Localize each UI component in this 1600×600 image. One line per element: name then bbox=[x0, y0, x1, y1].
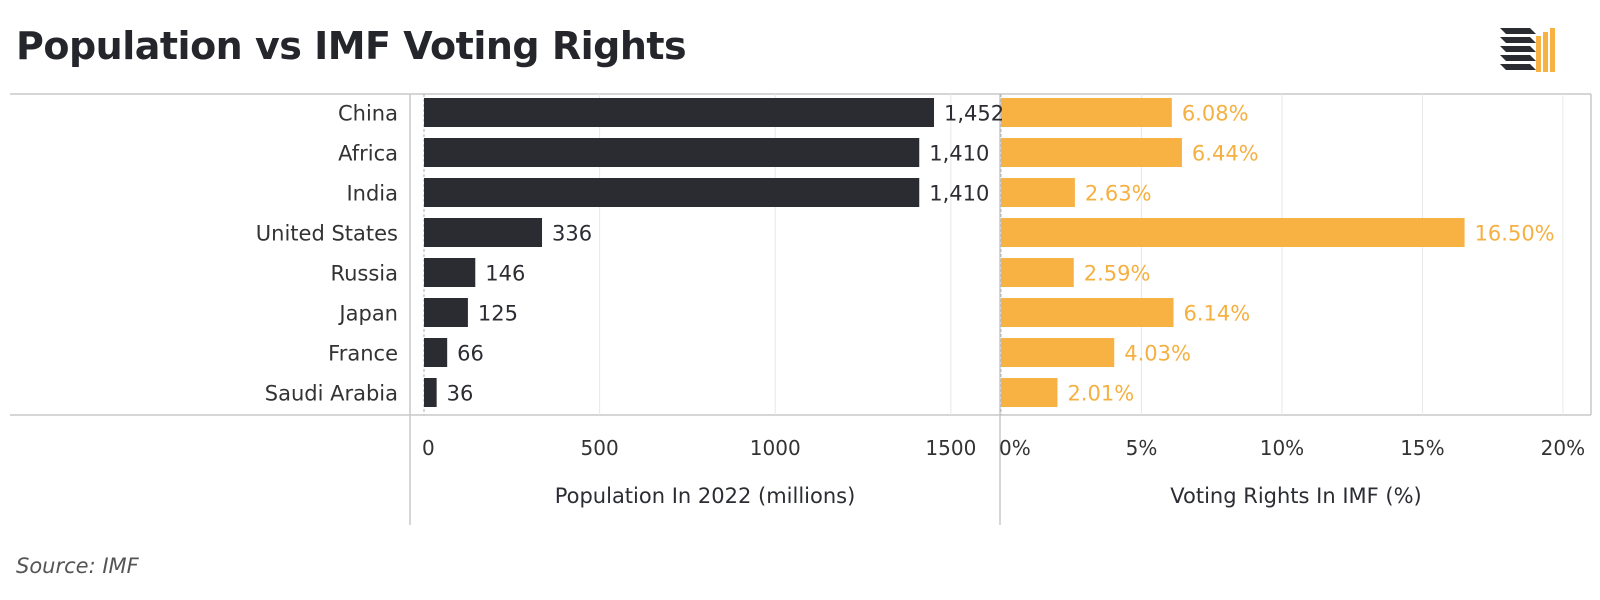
voting-value-label: 6.14% bbox=[1184, 302, 1251, 326]
voting-bar bbox=[1001, 218, 1465, 247]
population-bar bbox=[424, 298, 468, 327]
source-note: Source: IMF bbox=[16, 554, 139, 578]
population-value-label: 1,452 bbox=[944, 102, 1004, 126]
population-tick-label: 500 bbox=[581, 436, 619, 460]
voting-bar bbox=[1001, 178, 1075, 207]
chart-title: Population vs IMF Voting Rights bbox=[16, 24, 687, 68]
bars bbox=[424, 98, 1465, 407]
voting-bar bbox=[1001, 378, 1058, 407]
category-label: France bbox=[328, 342, 398, 366]
population-bar bbox=[424, 98, 935, 127]
voting-value-label: 6.44% bbox=[1192, 142, 1259, 166]
voting-value-label: 4.03% bbox=[1124, 342, 1191, 366]
voting-value-label: 2.59% bbox=[1084, 262, 1151, 286]
voting-bar bbox=[1001, 98, 1172, 127]
category-label: United States bbox=[256, 222, 398, 246]
voting-value-label: 6.08% bbox=[1182, 102, 1249, 126]
population-bar bbox=[424, 338, 448, 367]
population-value-label: 36 bbox=[447, 382, 474, 406]
voting-tick-label: 20% bbox=[1541, 436, 1585, 460]
category-label: Russia bbox=[330, 262, 398, 286]
population-bar bbox=[424, 258, 476, 287]
voting-bar bbox=[1001, 298, 1174, 327]
voting-value-label: 16.50% bbox=[1475, 222, 1555, 246]
logo bbox=[1500, 28, 1555, 72]
category-label: Africa bbox=[338, 142, 398, 166]
labels: China Africa India United States Russia Japan… bbox=[256, 102, 1585, 509]
voting-value-label: 2.63% bbox=[1085, 182, 1152, 206]
population-tick-label: 1000 bbox=[750, 436, 801, 460]
population-bar bbox=[424, 218, 543, 247]
voting-axis-title: Voting Rights In IMF (%) bbox=[1170, 484, 1421, 508]
population-value-label: 1,410 bbox=[929, 142, 989, 166]
category-label: China bbox=[338, 102, 398, 126]
voting-value-label: 2.01% bbox=[1067, 382, 1134, 406]
voting-bar bbox=[1001, 338, 1115, 367]
stacked-bars-logo-icon bbox=[1500, 28, 1555, 72]
population-value-label: 1,410 bbox=[929, 182, 989, 206]
category-label: Saudi Arabia bbox=[265, 382, 398, 406]
voting-tick-label: 15% bbox=[1400, 436, 1444, 460]
population-value-label: 125 bbox=[478, 302, 518, 326]
category-label: Japan bbox=[337, 302, 398, 326]
voting-tick-label: 5% bbox=[1126, 436, 1158, 460]
voting-tick-label: 10% bbox=[1260, 436, 1304, 460]
category-label: India bbox=[346, 182, 398, 206]
chart-frame bbox=[10, 93, 1592, 525]
population-bar bbox=[424, 178, 920, 207]
population-value-label: 66 bbox=[457, 342, 484, 366]
voting-tick-label: 0% bbox=[999, 436, 1031, 460]
population-bar bbox=[424, 138, 920, 167]
population-tick-label: 0 bbox=[422, 436, 435, 460]
voting-bar bbox=[1001, 258, 1074, 287]
population-tick-label: 1500 bbox=[925, 436, 976, 460]
population-axis-title: Population In 2022 (millions) bbox=[555, 484, 856, 508]
voting-bar bbox=[1001, 138, 1182, 167]
population-bar bbox=[424, 378, 437, 407]
population-value-label: 336 bbox=[552, 222, 592, 246]
population-value-label: 146 bbox=[485, 262, 525, 286]
